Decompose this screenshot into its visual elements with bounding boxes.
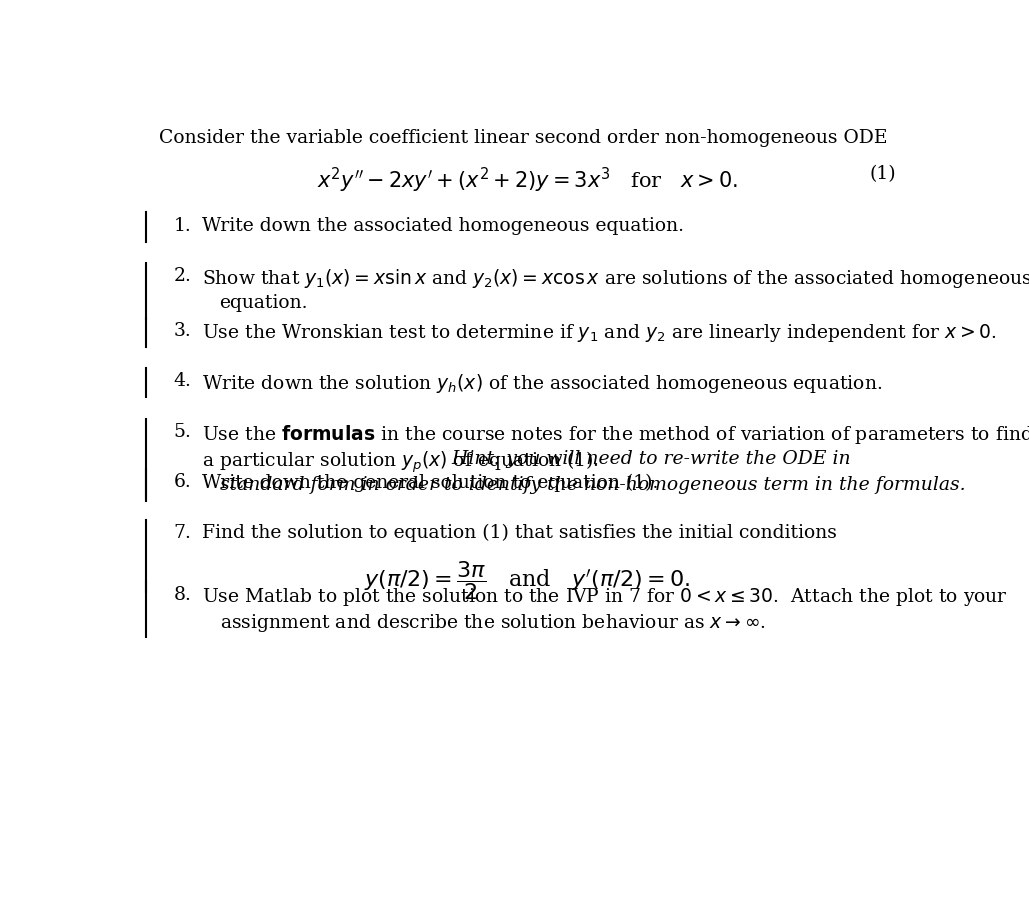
- Text: 2.: 2.: [173, 267, 191, 285]
- Text: Consider the variable coefficient linear second order non-homogeneous ODE: Consider the variable coefficient linear…: [158, 129, 887, 147]
- Text: Hint: you will need to re-write the ODE in: Hint: you will need to re-write the ODE …: [439, 449, 850, 467]
- Text: Use Matlab to plot the solution to the IVP in 7 for $0 < x \leq 30$.  Attach the: Use Matlab to plot the solution to the I…: [202, 586, 1007, 608]
- Text: standard form in order to identify the non-homogeneous term in the formulas.: standard form in order to identify the n…: [219, 476, 965, 494]
- Text: $x^2y'' - 2xy' + (x^2 + 2)y = 3x^3$   for   $x > 0.$: $x^2y'' - 2xy' + (x^2 + 2)y = 3x^3$ for …: [317, 166, 738, 195]
- Text: 4.: 4.: [173, 373, 191, 391]
- Text: a particular solution $y_p(x)$ of equation (1).: a particular solution $y_p(x)$ of equati…: [202, 449, 599, 475]
- Text: equation.: equation.: [219, 294, 308, 312]
- Text: Write down the general solution to equation (1).: Write down the general solution to equat…: [202, 474, 659, 492]
- Text: 7.: 7.: [173, 524, 191, 542]
- Text: 6.: 6.: [173, 474, 191, 491]
- Text: 8.: 8.: [173, 586, 191, 604]
- Text: Find the solution to equation (1) that satisfies the initial conditions: Find the solution to equation (1) that s…: [202, 524, 837, 542]
- Text: Write down the solution $y_h(x)$ of the associated homogeneous equation.: Write down the solution $y_h(x)$ of the …: [202, 373, 882, 395]
- Text: Show that $y_1(x) = x\sin x$ and $y_2(x) = x\cos x$ are solutions of the associa: Show that $y_1(x) = x\sin x$ and $y_2(x)…: [202, 267, 1029, 290]
- Text: 3.: 3.: [173, 322, 191, 340]
- Text: $y(\pi/2) = \dfrac{3\pi}{2}$   and   $y'(\pi/2) = 0.$: $y(\pi/2) = \dfrac{3\pi}{2}$ and $y'(\pi…: [364, 559, 690, 602]
- Text: Use the $\bf{formulas}$ in the course notes for the method of variation of param: Use the $\bf{formulas}$ in the course no…: [202, 423, 1029, 445]
- Text: Write down the associated homogeneous equation.: Write down the associated homogeneous eq…: [202, 217, 684, 235]
- Text: assignment and describe the solution behaviour as $x \to \infty$.: assignment and describe the solution beh…: [219, 612, 766, 634]
- Text: (1): (1): [870, 166, 896, 183]
- Text: Use the Wronskian test to determine if $y_1$ and $y_2$ are linearly independent : Use the Wronskian test to determine if $…: [202, 322, 996, 343]
- Text: 1.: 1.: [173, 217, 191, 235]
- Text: 5.: 5.: [173, 423, 191, 441]
